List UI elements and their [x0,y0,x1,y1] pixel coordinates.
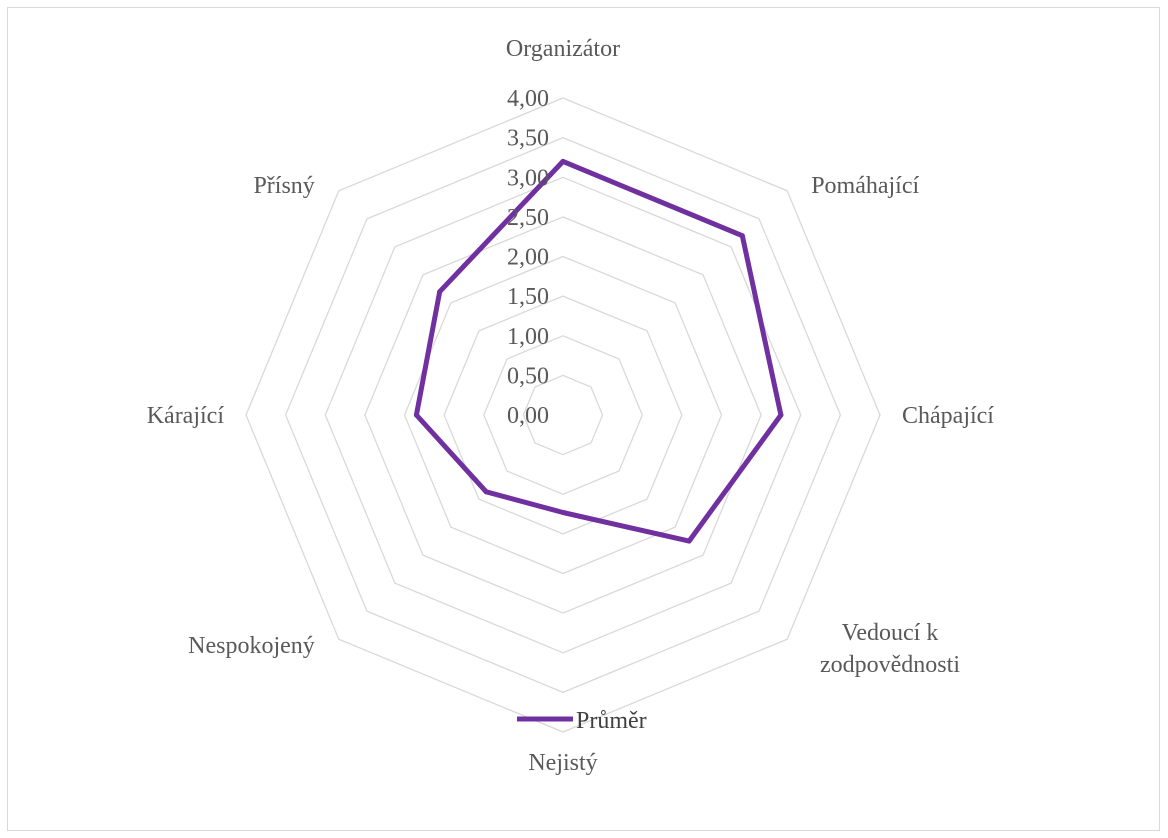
grid-ring [245,97,881,733]
tick-label: 2,50 [507,205,549,231]
category-label: Nespokojený [188,633,315,659]
tick-label: 4,00 [507,86,549,112]
grid-ring [364,216,762,614]
category-label: Přísný [253,173,314,199]
grid-ring [483,335,644,496]
data-point [560,510,566,515]
tick-label: 0,50 [507,363,549,389]
category-label: Chápající [902,403,994,429]
data-point [437,289,443,295]
chart-area [7,7,1160,831]
data-point [686,538,692,544]
grid-ring [324,176,802,654]
category-label: Kárající [147,403,225,429]
tick-label: 0,00 [507,403,549,429]
category-label: Nejistý [528,750,597,776]
tick-label: 3,50 [507,126,549,152]
tick-label: 1,00 [507,324,549,350]
radar-grid [245,97,881,733]
data-point [483,489,489,495]
legend-label-prumer: Průměr [576,708,647,734]
tick-label: 2,00 [507,245,549,271]
grid-ring [403,255,723,575]
tick-label: 3,00 [507,165,549,191]
category-label: Vedoucí k zodpovědnosti [820,620,960,678]
data-point [413,412,419,418]
data-point [560,158,566,164]
data-point [739,233,745,239]
grid-ring [443,295,683,535]
category-label: Pomáhající [811,173,919,199]
tick-label: 1,50 [507,284,549,310]
data-point [778,412,784,418]
category-label: Organizátor [506,36,620,62]
grid-ring [522,374,604,456]
legend: Průměr [517,708,647,734]
radial-axis-ticks: 0,00 0,50 1,00 1,50 2,00 2,50 3,00 3,50 4,00 [507,86,549,429]
grid-ring [284,136,842,694]
radar-series [413,158,784,544]
